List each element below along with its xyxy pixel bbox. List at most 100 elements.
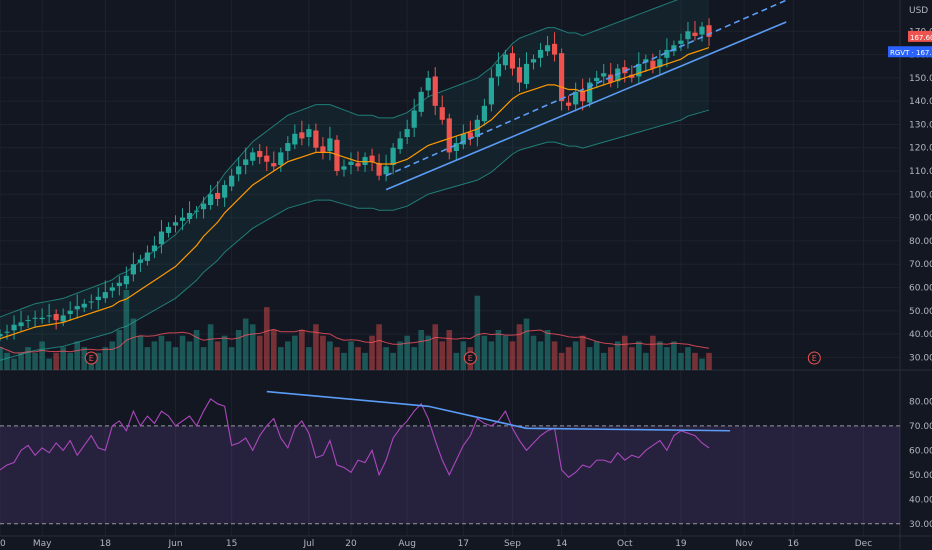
- candle-body-20: [137, 259, 143, 263]
- candle-body-82: [573, 91, 579, 105]
- volume-bar-96: [671, 341, 677, 370]
- candle-body-45: [313, 130, 319, 148]
- candle-body-52: [362, 157, 368, 165]
- candle-body-67: [467, 132, 473, 139]
- candle-body-29: [200, 203, 207, 210]
- candle-body-32: [222, 184, 228, 198]
- price-tick-label-9: 120.00: [909, 144, 932, 154]
- candle-body-91: [636, 63, 642, 77]
- volume-bar-84: [586, 347, 593, 370]
- volume-bar-41: [285, 341, 291, 370]
- time-tick-label-8: 17: [458, 539, 469, 549]
- price-trendlines[interactable]: [385, 0, 800, 191]
- earnings-marker-2[interactable]: [807, 351, 821, 365]
- candle-body-58: [404, 129, 410, 138]
- volume-bar-86: [600, 352, 607, 370]
- rsi-tick-label-0: 30.00: [909, 520, 932, 530]
- candle-body-76: [530, 59, 537, 63]
- candle-body-49: [341, 166, 347, 170]
- axes: 30.00 40.00 50.00 60.00 70.00 80.00 90.00 100.0…: [0, 6, 932, 549]
- volume-bar-50: [348, 341, 354, 370]
- volume-bar-8: [53, 352, 59, 370]
- price-tick-label-7: 100.00: [909, 190, 932, 200]
- candle-body-27: [186, 212, 193, 219]
- volume-bar-47: [327, 341, 333, 370]
- volume-bar-101: [706, 352, 712, 370]
- volume-bar-46: [320, 335, 326, 370]
- rsi-pane: [0, 390, 900, 525]
- volume-bar-54: [376, 324, 382, 370]
- candle-body-11: [74, 306, 80, 310]
- volume-bar-38: [263, 307, 270, 370]
- candle-body-64: [446, 118, 452, 153]
- volume-bar-64: [446, 330, 453, 370]
- price-tick-label-1: 40.00: [909, 330, 932, 340]
- candle-body-39: [271, 163, 277, 167]
- volume-bar-24: [165, 341, 172, 370]
- earnings-marker-1[interactable]: [463, 351, 477, 365]
- candle-body-26: [179, 217, 186, 221]
- volume-bar-93: [650, 335, 656, 370]
- price-tick-label-5: 80.00: [909, 237, 932, 247]
- candle-body-37: [257, 150, 263, 158]
- price-tick-label-8: 110.00: [909, 167, 932, 177]
- volume-bar-43: [299, 330, 305, 370]
- candle-body-94: [657, 59, 663, 68]
- candle-body-65: [453, 143, 459, 151]
- time-tick-label-5: Jul: [302, 539, 314, 549]
- candle-body-99: [692, 32, 698, 36]
- candle-body-56: [390, 147, 396, 165]
- volume-bar-78: [544, 330, 551, 370]
- candle-body-47: [327, 138, 333, 151]
- rsi-line: [0, 398, 710, 478]
- volume-bar-94: [657, 341, 663, 370]
- moving-average-line: [0, 47, 710, 340]
- candle-body-54: [376, 163, 382, 176]
- candle-body-23: [158, 231, 165, 245]
- volume-bar-53: [369, 335, 375, 370]
- candle-body-0: [0, 334, 3, 337]
- candle-body-43: [299, 132, 305, 139]
- time-tick-label-14: 16: [788, 539, 800, 549]
- volume-bar-65: [453, 352, 460, 370]
- candle-body-75: [523, 63, 530, 84]
- volume-bar-10: [67, 352, 73, 370]
- candle-body-16: [109, 287, 115, 291]
- candle-body-30: [208, 194, 214, 206]
- volume-bar-32: [221, 335, 228, 370]
- time-tick-label-6: 20: [345, 539, 357, 549]
- trendline-dashed[interactable]: [385, 0, 800, 177]
- price-tick-label-12: 150.00: [909, 74, 932, 84]
- volume-bar-36: [249, 324, 256, 370]
- rsi-trendline-0[interactable]: [266, 390, 731, 432]
- volume-bars: [0, 290, 712, 370]
- candle-body-61: [425, 77, 431, 91]
- time-tick-label-7: Aug: [398, 539, 416, 549]
- volume-ma-line: [0, 328, 710, 354]
- volume-bar-12: [81, 347, 88, 370]
- time-tick-label-3: Jun: [167, 539, 182, 549]
- time-tick-label-4: 15: [226, 539, 237, 549]
- volume-bar-34: [235, 330, 242, 370]
- trendline-solid[interactable]: [385, 21, 787, 191]
- earnings-marker-label-2: E: [812, 354, 817, 363]
- earnings-marker-0[interactable]: [84, 351, 98, 365]
- rsi-tick-label-1: 40.00: [909, 495, 932, 505]
- volume-bar-87: [607, 347, 614, 370]
- volume-bar-85: [593, 341, 600, 370]
- volume-bar-90: [629, 347, 635, 370]
- candle-body-73: [509, 53, 516, 69]
- candle-body-40: [278, 152, 284, 165]
- volume-bar-59: [411, 347, 417, 370]
- volume-bar-92: [643, 352, 649, 370]
- candle-body-84: [587, 82, 593, 103]
- time-tick-label-10: 14: [556, 539, 568, 549]
- volume-bar-5: [32, 352, 38, 370]
- volume-bar-100: [699, 358, 705, 370]
- candle-body-2: [11, 324, 17, 331]
- candle-body-1: [4, 331, 10, 333]
- volume-bar-80: [558, 352, 565, 370]
